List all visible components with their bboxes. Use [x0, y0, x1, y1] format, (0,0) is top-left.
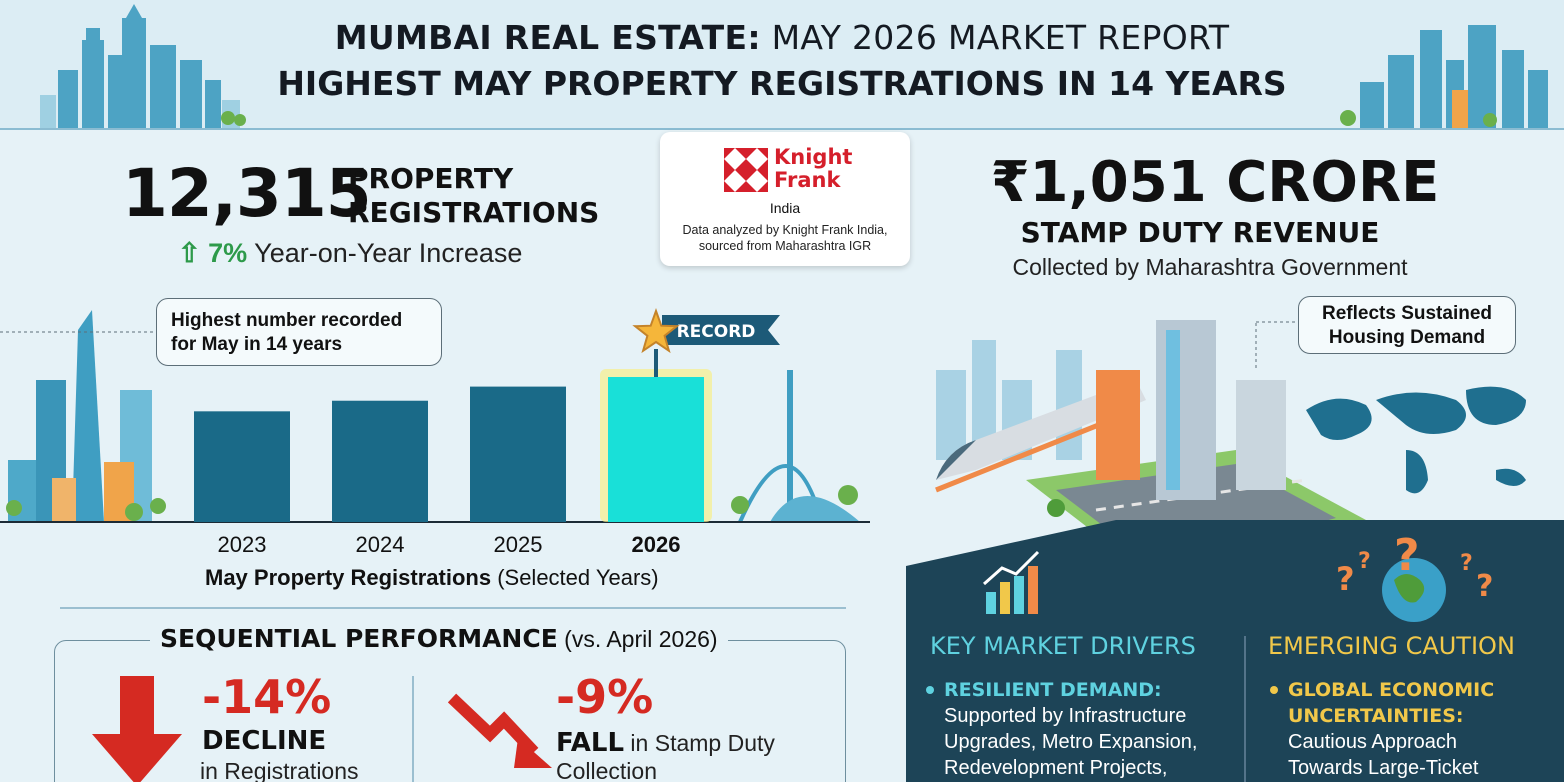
- x-label-2023: 2023: [218, 532, 267, 557]
- source-note-line2: sourced from Maharashtra IGR: [698, 239, 872, 253]
- svg-text:?: ?: [1476, 569, 1493, 604]
- bar-2025: [470, 386, 566, 522]
- demand-callout-line1: Reflects Sustained: [1322, 303, 1492, 324]
- x-label-2024: 2024: [356, 532, 405, 557]
- sequential-title: SEQUENTIAL PERFORMANCE (vs. April 2026): [150, 624, 728, 653]
- record-callout: Highest number recorded for May in 14 ye…: [156, 298, 442, 366]
- city-left-icon: [6, 310, 166, 522]
- stamp-duty-change-word: FALL: [556, 728, 625, 758]
- caution-item-title-1: GLOBAL ECONOMIC: [1288, 679, 1495, 701]
- skyline-left-icon: [40, 4, 246, 128]
- drivers-item-text: Supported by Infrastructure Upgrades, Me…: [944, 703, 1197, 781]
- caution-heading: EMERGING CAUTION: [1268, 632, 1515, 660]
- report-subtitle: HIGHEST MAY PROPERTY REGISTRATIONS IN 14…: [277, 64, 1287, 103]
- report-title-rest: MAY 2026 MARKET REPORT: [760, 18, 1230, 57]
- residential-towers-icon: [1096, 320, 1286, 500]
- drivers-item-line1: Supported by Infrastructure: [944, 705, 1187, 727]
- caution-item-title-2: UNCERTAINTIES:: [1288, 705, 1464, 727]
- drivers-heading: KEY MARKET DRIVERS: [930, 632, 1196, 660]
- sequential-title-suffix: (vs. April 2026): [557, 626, 718, 652]
- registrations-label-line1: PROPERTY: [348, 162, 514, 195]
- registrations-label-line2: REGISTRATIONS: [348, 196, 600, 229]
- up-arrow-icon: ⇧: [178, 238, 201, 268]
- sequential-title-main: SEQUENTIAL PERFORMANCE: [160, 624, 558, 653]
- registrations-change-desc: in Registrations: [200, 758, 359, 782]
- caution-item-line1: Cautious Approach: [1288, 731, 1458, 753]
- chart-title-main: May Property Registrations: [205, 565, 492, 590]
- bar-2026: [608, 377, 704, 522]
- brand-line1: Knight: [774, 145, 853, 169]
- chart-title-suffix: (Selected Years): [491, 565, 659, 590]
- registrations-change: -14%: [202, 670, 332, 724]
- svg-text:?: ?: [1460, 551, 1473, 576]
- svg-text:?: ?: [1394, 530, 1420, 581]
- caution-item-text: Cautious Approach Towards Large-Ticket: [1288, 729, 1478, 781]
- knight-frank-logo-icon: [724, 148, 768, 192]
- record-ribbon: [662, 315, 780, 345]
- bar-2024: [332, 400, 428, 522]
- city-metro-illustration: [935, 320, 1526, 580]
- drivers-caution-panel: [906, 520, 1564, 782]
- registrations-change-word: DECLINE: [202, 726, 327, 756]
- bar-2023: [194, 411, 290, 522]
- stamp-duty-change-desc-1: in Stamp Duty: [624, 730, 775, 756]
- demand-callout: Reflects Sustained Housing Demand: [1298, 296, 1516, 354]
- stamp-duty-amount: ₹1,051 CRORE: [990, 150, 1440, 215]
- falling-arrow-icon: [448, 693, 552, 768]
- growth-chart-icon: [983, 550, 1040, 614]
- sequential-separator: [412, 676, 414, 782]
- globe-question-icon: ? ? ? ? ?: [1336, 530, 1493, 622]
- record-callout-line1: Highest number recorded: [171, 310, 403, 331]
- report-title: MUMBAI REAL ESTATE: MAY 2026 MARKET REPO…: [0, 18, 1564, 57]
- caution-item-title: GLOBAL ECONOMIC UNCERTAINTIES:: [1288, 677, 1494, 729]
- drivers-bullet-icon: [926, 686, 934, 694]
- star-icon: [632, 308, 680, 354]
- caution-item-line2: Towards Large-Ticket: [1288, 757, 1479, 779]
- chart-x-labels: 2023 2024 2025 2026: [218, 532, 681, 557]
- registrations-label: PROPERTY REGISTRATIONS: [348, 162, 638, 230]
- knight-frank-wordmark: Knight Frank: [774, 146, 852, 192]
- drivers-item-line2: Upgrades, Metro Expansion,: [944, 731, 1198, 753]
- stamp-duty-change-desc-2: Collection: [556, 758, 657, 782]
- stamp-duty-label: STAMP DUTY REVENUE: [1020, 216, 1380, 249]
- sea-link-bridge-icon: [731, 370, 860, 523]
- header-banner: MUMBAI REAL ESTATE: MAY 2026 MARKET REPO…: [0, 0, 1564, 130]
- chart-title: May Property Registrations (Selected Yea…: [205, 565, 659, 591]
- x-label-2026: 2026: [632, 532, 681, 557]
- yoy-text: Year-on-Year Increase: [247, 238, 523, 268]
- drivers-item-line3: Redevelopment Projects,: [944, 757, 1168, 779]
- source-note: Data analyzed by Knight Frank India, sou…: [668, 222, 902, 254]
- report-title-bold: MUMBAI REAL ESTATE:: [334, 18, 761, 57]
- source-note-line1: Data analyzed by Knight Frank India,: [682, 223, 888, 237]
- chart-bars: [194, 369, 712, 522]
- stamp-duty-change-desc: FALL in Stamp Duty: [556, 728, 775, 758]
- section-divider: [60, 607, 846, 609]
- skyline-right-icon: [1340, 25, 1548, 128]
- record-callout-line2: for May in 14 years: [171, 334, 343, 355]
- svg-text:?: ?: [1358, 549, 1371, 574]
- brand-region: India: [769, 200, 801, 216]
- drivers-item-title: RESILIENT DEMAND:: [944, 679, 1162, 701]
- record-badge: RECORD: [632, 308, 780, 377]
- yoy-increase: ⇧ 7% Year-on-Year Increase: [178, 238, 522, 269]
- decline-arrow-icon: [92, 676, 182, 782]
- yoy-percent: 7%: [208, 238, 248, 268]
- panel-separator: [1244, 636, 1246, 782]
- brand-line2: Frank: [774, 168, 841, 192]
- stamp-duty-sub: Collected by Maharashtra Government: [1012, 254, 1408, 280]
- x-label-2025: 2025: [494, 532, 543, 557]
- world-map-icon: [1306, 386, 1526, 494]
- registrations-bar-chart: 2023 2024 2025 2026 RECORD: [0, 308, 870, 557]
- source-card: Knight Frank India Data analyzed by Knig…: [660, 132, 910, 266]
- stamp-duty-change: -9%: [556, 670, 654, 724]
- demand-callout-line2: Housing Demand: [1328, 327, 1486, 348]
- record-badge-label: RECORD: [677, 322, 756, 342]
- svg-text:?: ?: [1336, 560, 1355, 598]
- background-skyline-icon: [936, 340, 1082, 460]
- registrations-count: 12,315: [122, 155, 372, 232]
- caution-bullet-icon: [1270, 686, 1278, 694]
